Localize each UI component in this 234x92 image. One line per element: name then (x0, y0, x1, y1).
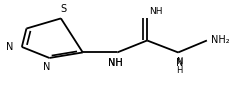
Text: N: N (6, 42, 14, 52)
Text: N
H: N H (176, 58, 183, 75)
Text: NH: NH (150, 7, 163, 16)
Text: NH₂: NH₂ (212, 35, 230, 45)
Text: N: N (44, 62, 51, 72)
Text: S: S (60, 4, 66, 14)
Text: N: N (176, 58, 183, 68)
Text: NH: NH (108, 58, 122, 68)
Text: NH: NH (108, 58, 122, 68)
